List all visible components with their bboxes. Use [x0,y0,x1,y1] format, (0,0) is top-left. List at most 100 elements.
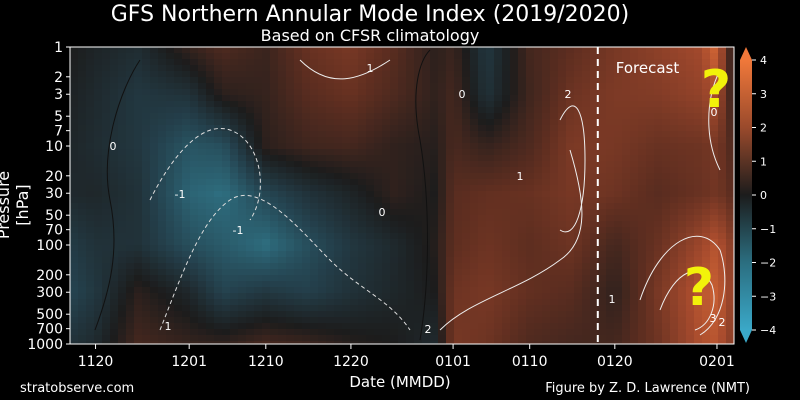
heatmap-cell [718,191,727,198]
heatmap-cell [558,203,567,210]
heatmap-cell [558,71,567,78]
heatmap-cell [414,101,423,108]
heatmap-cell [470,47,479,54]
heatmap-cell [254,71,263,78]
heatmap-cell [94,245,103,252]
heatmap-cell [446,95,455,102]
heatmap-cell [78,251,87,258]
heatmap-cell [350,137,359,144]
heatmap-cell [342,95,351,102]
heatmap-cell [422,167,431,174]
heatmap-cell [398,185,407,192]
heatmap-cell [654,197,663,204]
heatmap-cell [614,167,623,174]
heatmap-cell [654,269,663,276]
heatmap-cell [582,317,591,324]
heatmap-cell [230,209,239,216]
heatmap-cell [454,341,463,344]
heatmap-cell [310,185,319,192]
heatmap-cell [262,299,271,306]
heatmap-cell [214,209,223,216]
heatmap-cell [566,293,575,300]
heatmap-cell [478,245,487,252]
heatmap-cell [222,95,231,102]
heatmap-cell [494,329,503,336]
heatmap-cell [438,263,447,270]
heatmap-cell [350,293,359,300]
heatmap-cell [598,143,607,150]
heatmap-cell [454,299,463,306]
heatmap-cell [318,293,327,300]
heatmap-cell [710,137,719,144]
heatmap-cell [686,119,695,126]
heatmap-cell [574,251,583,258]
heatmap-cell [358,311,367,318]
heatmap-cell [470,215,479,222]
heatmap-cell [398,203,407,210]
heatmap-cell [142,275,151,282]
heatmap-cell [246,59,255,66]
heatmap-cell [710,215,719,222]
heatmap-cell [614,293,623,300]
heatmap-cell [214,173,223,180]
heatmap-cell [198,119,207,126]
heatmap-cell [606,191,615,198]
heatmap-cell [246,335,255,342]
heatmap-cell [334,257,343,264]
heatmap-cell [334,197,343,204]
heatmap-cell [230,203,239,210]
heatmap-cell [494,227,503,234]
heatmap-cell [126,335,135,342]
heatmap-cell [326,299,335,306]
heatmap-cell [318,185,327,192]
heatmap-cell [198,65,207,72]
heatmap-cell [190,71,199,78]
heatmap-cell [230,149,239,156]
heatmap-cell [654,233,663,240]
heatmap-cell [446,305,455,312]
heatmap-cell [374,185,383,192]
heatmap-cell [150,113,159,120]
heatmap-cell [294,149,303,156]
heatmap-cell [470,71,479,78]
heatmap-cell [382,221,391,228]
heatmap-cell [438,191,447,198]
heatmap-cell [550,281,559,288]
heatmap-cell [310,47,319,54]
heatmap-cell [206,299,215,306]
heatmap-cell [158,203,167,210]
heatmap-cell [518,191,527,198]
heatmap-cell [206,209,215,216]
heatmap-cell [150,89,159,96]
heatmap-cell [70,191,79,198]
heatmap-cell [646,251,655,258]
heatmap-cell [678,323,687,330]
heatmap-cell [254,173,263,180]
heatmap-cell [654,119,663,126]
heatmap-cell [630,89,639,96]
heatmap-cell [662,329,671,336]
heatmap-cell [718,125,727,132]
heatmap-cell [134,65,143,72]
heatmap-cell [614,161,623,168]
heatmap-cell [158,227,167,234]
heatmap-cell [150,155,159,162]
heatmap-cell [574,59,583,66]
heatmap-cell [246,227,255,234]
heatmap-cell [638,275,647,282]
x-tick-label: 0110 [512,354,548,370]
heatmap-cell [238,275,247,282]
heatmap-cell [566,137,575,144]
heatmap-cell [318,95,327,102]
heatmap-cell [390,239,399,246]
heatmap-cell [286,71,295,78]
heatmap-cell [278,233,287,240]
heatmap-cell [478,125,487,132]
heatmap-cell [478,269,487,276]
heatmap-cell [446,125,455,132]
heatmap-cell [558,317,567,324]
heatmap-cell [230,281,239,288]
heatmap-cell [238,329,247,336]
heatmap-cell [486,305,495,312]
heatmap-cell [182,95,191,102]
